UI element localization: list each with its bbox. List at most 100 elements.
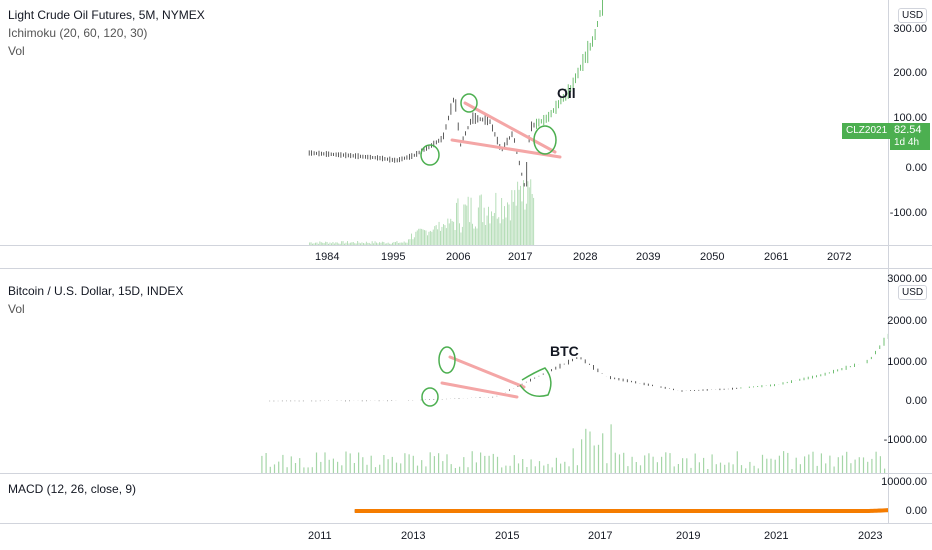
oil-volume-bar — [310, 242, 312, 245]
oil-ichimoku-label[interactable]: Ichimoku (20, 60, 120, 30) — [8, 26, 148, 40]
btc-volume-bar — [707, 469, 709, 473]
oil-pane-separator[interactable] — [0, 245, 932, 246]
oil-volume-bar — [524, 209, 526, 245]
oil-volume-bar — [505, 217, 507, 245]
oil-volume-bar — [476, 228, 478, 245]
macd-pane-separator[interactable] — [0, 473, 932, 474]
btc-volume-bar — [446, 454, 448, 473]
oil-volume-bar — [399, 242, 401, 245]
btc-volume-bar — [804, 456, 806, 473]
oil-volume-bar — [486, 215, 488, 245]
oil-volume-bar — [431, 231, 433, 245]
btc-volume-bar — [690, 467, 692, 473]
oil-volume-bar — [365, 241, 367, 245]
oil-volume-bar — [501, 198, 503, 245]
oil-volume-bar — [345, 242, 347, 245]
oil-volume-bar — [493, 213, 495, 245]
oil-volume-bar — [393, 242, 395, 245]
oil-countdown-badge: 1d 4h — [890, 136, 930, 150]
oil-volume-bar — [482, 222, 484, 245]
btc-volume-bar — [618, 454, 621, 473]
oil-legend-title[interactable]: Light Crude Oil Futures, 5M, NYMEX — [8, 8, 205, 22]
macd-legend[interactable]: MACD (12, 26, close, 9) — [8, 480, 136, 498]
btc-volume-label[interactable]: Vol — [8, 302, 25, 316]
btc-volume-bar — [421, 460, 423, 473]
oil-volume-bar — [387, 242, 389, 245]
btc-currency-button[interactable]: USD — [898, 285, 928, 300]
oil-volume-bar — [333, 243, 335, 245]
oil-circle-marker — [460, 93, 478, 113]
oil-volume-bar — [374, 241, 376, 245]
macd-signal-line — [354, 508, 888, 513]
btc-pane-separator[interactable] — [0, 268, 932, 269]
macd-line — [354, 508, 888, 513]
btc-volume-bar — [538, 461, 541, 473]
macd-tick-10000: 10000.00 — [881, 476, 927, 488]
oil-volume-bar — [347, 241, 348, 245]
btc-volume-bar — [652, 456, 654, 473]
oil-time-axis[interactable]: 1984 1995 2006 2017 2028 2039 2050 2061 … — [0, 245, 888, 268]
oil-price-badge[interactable]: 82.54 — [890, 123, 930, 137]
btc-volume-bar — [614, 452, 616, 473]
oil-volume-bar — [531, 194, 533, 245]
btc-circle-marker — [421, 387, 439, 407]
oil-symbol-badge[interactable]: CLZ2021 — [842, 123, 892, 139]
btc-volume-bar — [606, 463, 608, 473]
oil-volume-bar — [421, 228, 423, 245]
btc-volume-bar — [282, 454, 284, 473]
time-2017: 2017 — [588, 530, 613, 542]
btc-volume-bar — [825, 463, 827, 473]
btc-volume-bar — [665, 452, 667, 473]
oil-currency-button[interactable]: USD — [898, 8, 928, 23]
oil-volume-bar — [451, 221, 453, 245]
bottom-time-axis[interactable]: 2011 2013 2015 2017 2019 2021 2023 — [0, 523, 888, 550]
btc-volume-bar — [412, 455, 414, 473]
oil-volume-bar — [507, 202, 508, 245]
btc-volume-bar — [560, 463, 562, 473]
oil-volume-bar — [464, 204, 466, 245]
oil-volume-bar — [360, 243, 361, 245]
btc-volume-bar — [854, 459, 856, 473]
oil-volume-bar — [370, 243, 372, 245]
btc-volume-bar — [585, 428, 587, 473]
time-2015: 2015 — [495, 530, 520, 542]
oil-volume-bar — [358, 242, 360, 245]
oil-volume-bar — [320, 242, 322, 245]
oil-volume-bar — [527, 181, 529, 245]
oil-volume-bar — [361, 242, 363, 245]
btc-volume-bar — [433, 456, 435, 473]
btc-volume-bar — [366, 464, 368, 473]
btc-pane: Bitcoin / U.S. Dollar, 15D, INDEX Vol — [0, 268, 932, 473]
oil-volume-bar — [351, 242, 353, 245]
btc-volume-bar — [728, 462, 730, 473]
oil-volume-bar — [412, 239, 414, 245]
btc-price-axis[interactable]: 3000.00 2000.00 1000.00 0.00 -1000.00 — [884, 268, 932, 473]
btc-legend-title[interactable]: Bitcoin / U.S. Dollar, 15D, INDEX — [8, 284, 184, 298]
time-2013: 2013 — [401, 530, 426, 542]
btc-volume-bar — [635, 462, 637, 473]
oil-volume-bar — [381, 241, 383, 245]
oil-volume-label[interactable]: Vol — [8, 44, 25, 58]
oil-volume-bar — [447, 218, 449, 245]
oil-tick-300: 300.00 — [893, 23, 927, 35]
btc-volume-bar — [341, 465, 343, 473]
btc-volume-bar — [429, 452, 431, 473]
btc-volume-bar — [568, 466, 570, 473]
macd-price-axis[interactable]: 10000.00 0.00 — [881, 473, 932, 523]
oil-volume-bar — [383, 242, 385, 245]
chart-canvas[interactable]: Oil BTC — [0, 0, 888, 550]
btc-volume-bar — [736, 451, 738, 473]
btc-volume-bar — [454, 468, 456, 473]
macd-pane: MACD (12, 26, close, 9) — [0, 473, 932, 523]
oil-volume-bar — [453, 221, 455, 245]
oil-volume-bar — [460, 232, 462, 245]
oil-volume-bar — [416, 230, 418, 245]
oil-volume-bar — [373, 243, 375, 245]
oil-price-axis[interactable]: 300.00 200.00 100.00 0.00 -100.00 — [888, 0, 932, 268]
oil-volume-bar — [480, 194, 482, 245]
macd-legend-title: MACD (12, 26, close, 9) — [8, 482, 137, 496]
oil-volume-bar — [440, 230, 441, 245]
oil-circle-marker — [533, 125, 557, 155]
btc-volume-bar — [879, 456, 881, 473]
btc-tick-3000: 3000.00 — [887, 273, 927, 285]
